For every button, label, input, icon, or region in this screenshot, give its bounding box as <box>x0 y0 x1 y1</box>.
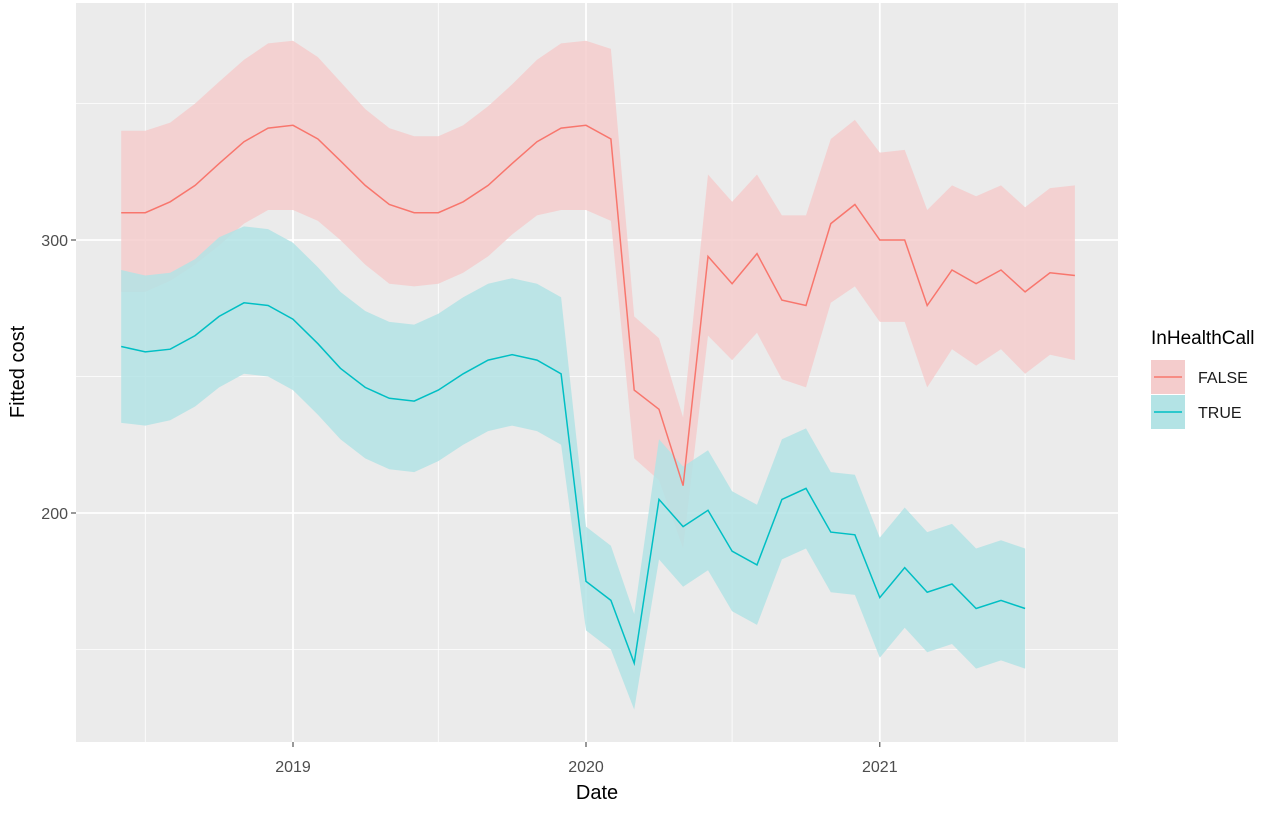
legend-item-true: TRUE <box>1151 395 1242 429</box>
series-lines <box>121 124 1075 667</box>
x-tick-label: 2020 <box>568 759 604 776</box>
legend-item-false: FALSE <box>1151 360 1248 394</box>
ribbon-false <box>121 40 1075 549</box>
legend-label-true: TRUE <box>1198 405 1242 422</box>
series-line-true <box>121 302 1026 667</box>
x-tick-label: 2019 <box>275 759 311 776</box>
y-axis-title: Fitted cost <box>7 325 29 418</box>
axes: 200 300 2019 2020 2021 <box>41 233 897 776</box>
legend-title: InHealthCall <box>1151 328 1255 349</box>
x-tick-label: 2021 <box>862 759 898 776</box>
y-tick-label: 300 <box>41 233 68 250</box>
x-axis-title: Date <box>576 782 618 804</box>
series-line-false <box>121 124 1075 486</box>
legend: InHealthCall FALSE TRUE <box>1151 328 1255 429</box>
y-tick-label: 200 <box>41 506 68 523</box>
legend-label-false: FALSE <box>1198 370 1248 387</box>
